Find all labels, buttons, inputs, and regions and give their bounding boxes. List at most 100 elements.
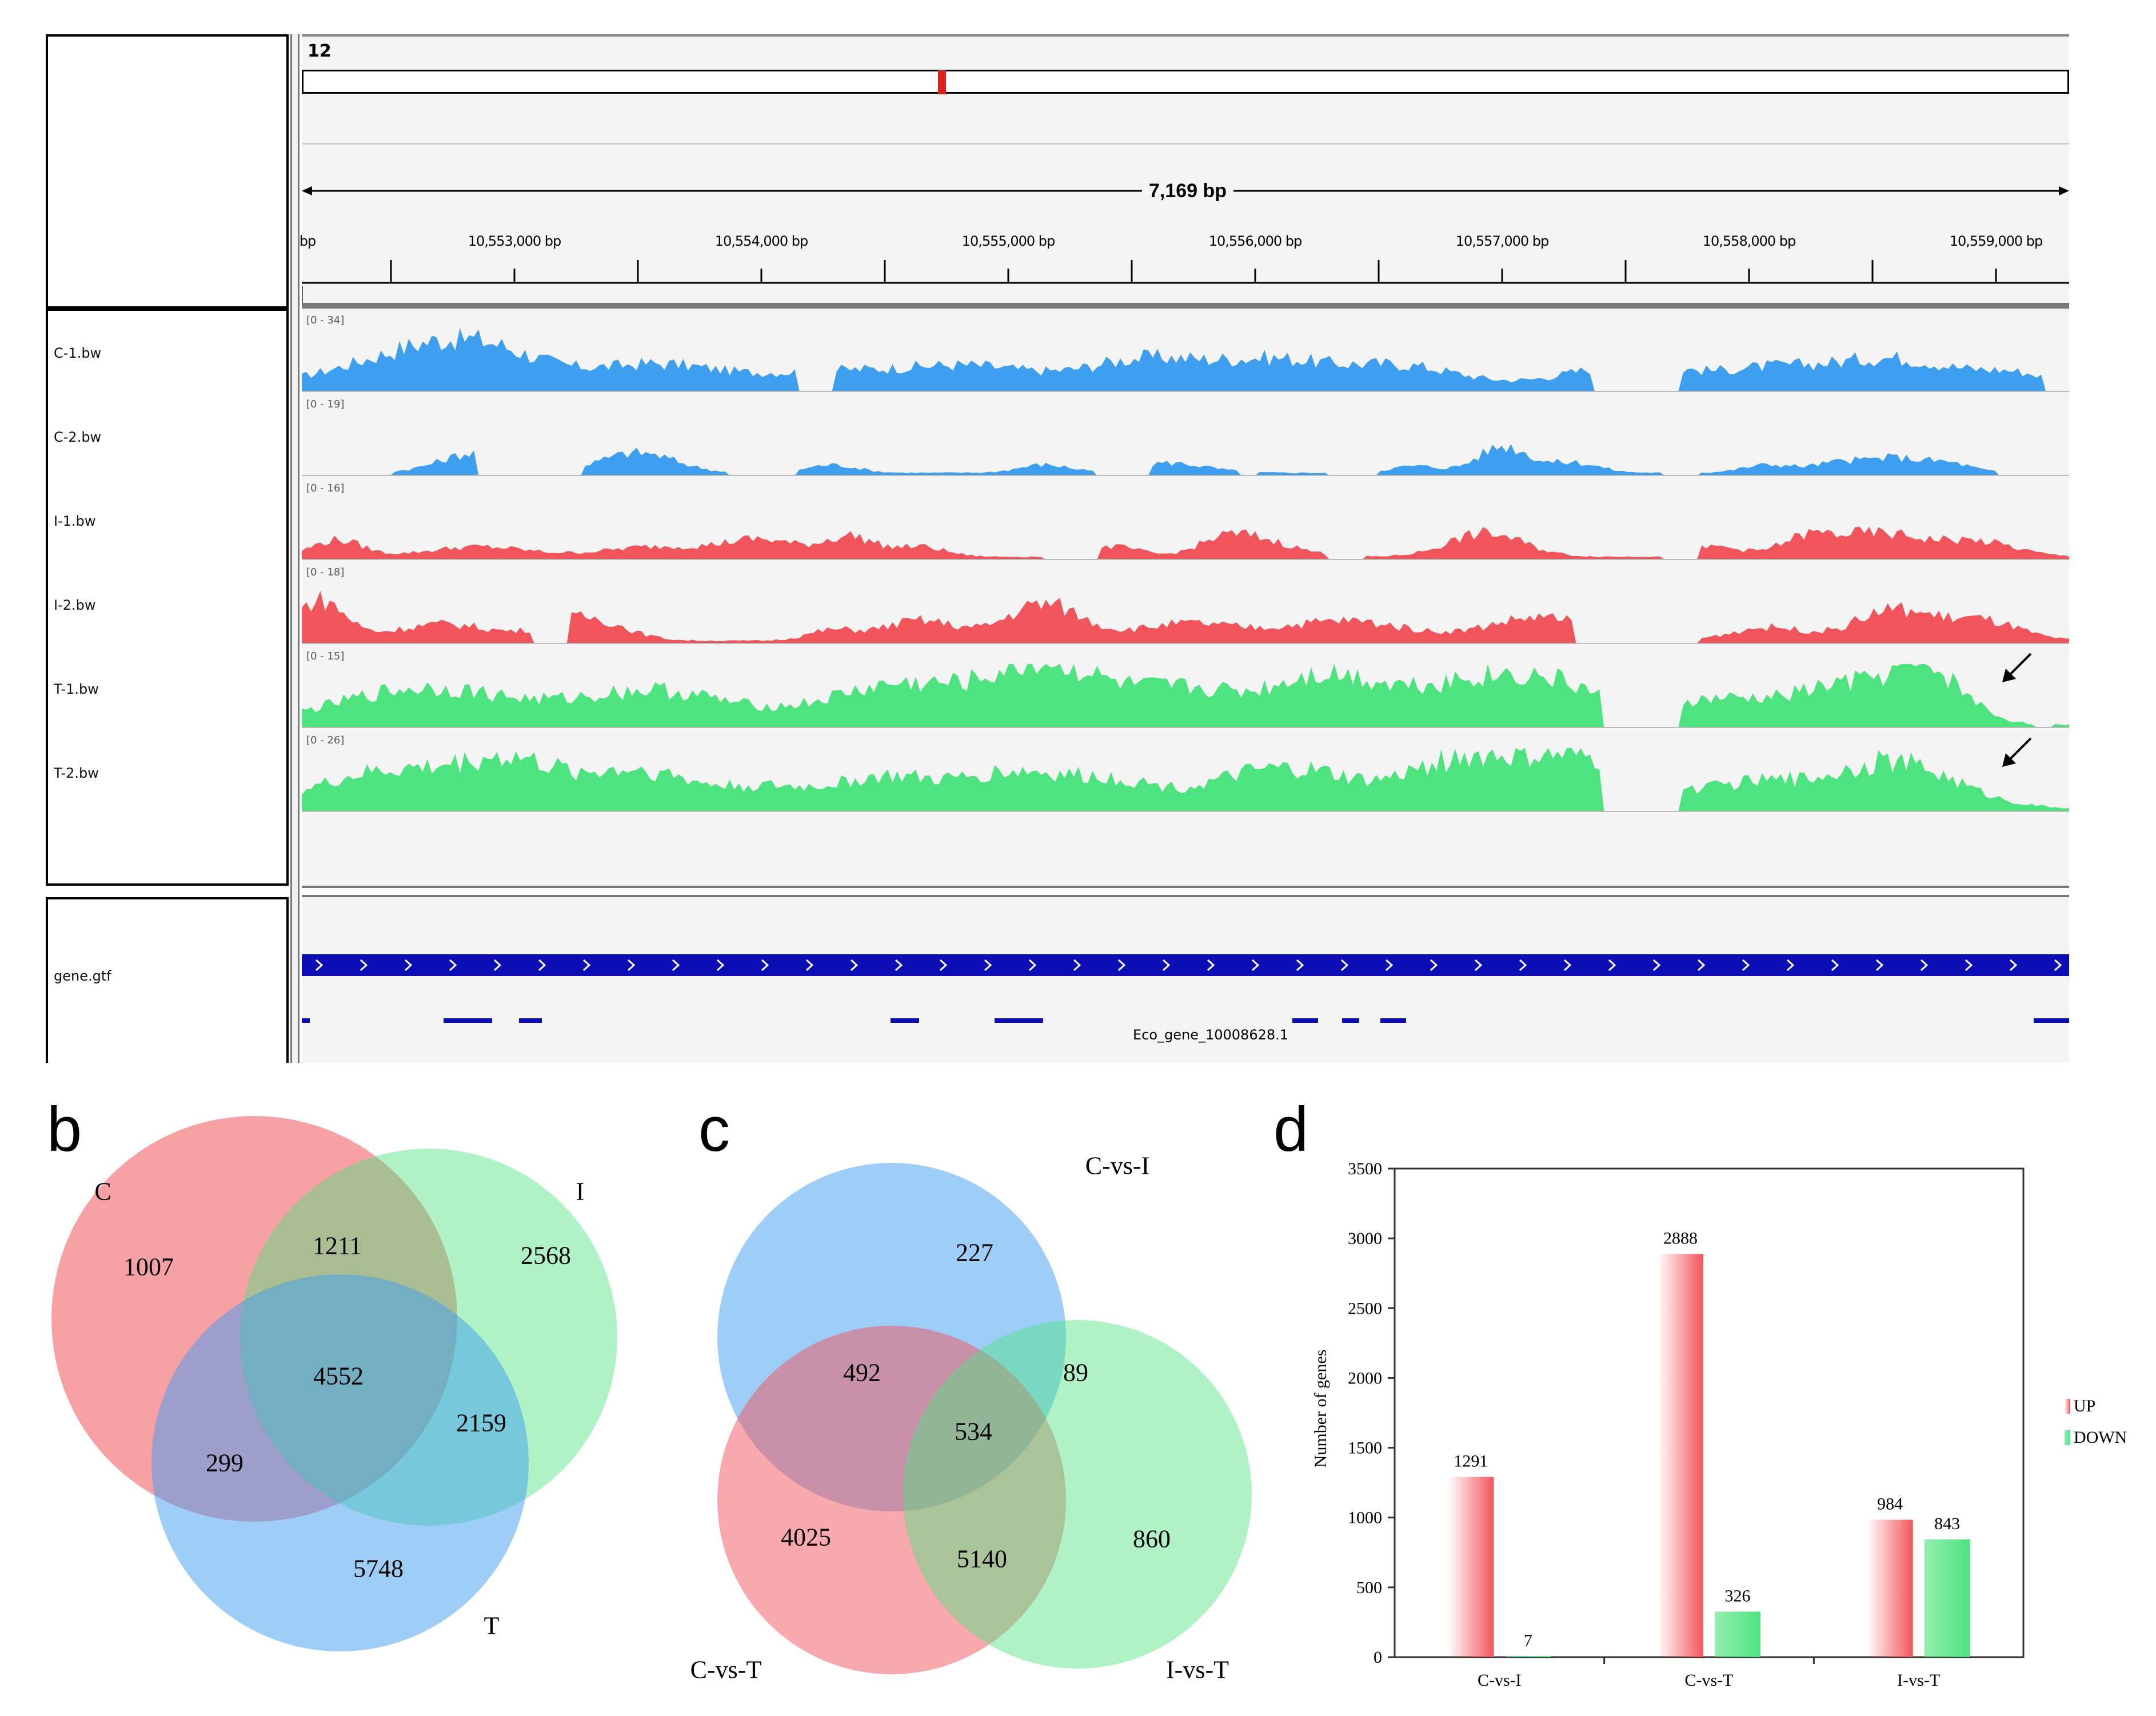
venn-c-cvi-cvt: 492 [843, 1358, 881, 1387]
venn-b-i-t: 2159 [456, 1409, 506, 1437]
coverage-profile [302, 526, 2069, 559]
span-arrow-right-icon [2059, 186, 2069, 195]
strand-chevron-icon [1207, 959, 1215, 971]
strand-chevron-icon [1608, 959, 1616, 971]
gene-name-panel: gene.gtf [46, 897, 289, 1063]
bar-value-label: 7 [1524, 1631, 1532, 1650]
venn-c-cvt-only: 4025 [781, 1523, 831, 1551]
venn-b-circle-c [51, 1116, 457, 1522]
span-arrow-left-icon [302, 186, 312, 195]
ideogram-marker [938, 70, 946, 94]
bar-down-i-vs-t [1924, 1539, 1970, 1657]
bar-chart: 0 500 1000 1500 2000 2500 3000 3500 C-vs-I C-vs-T… [1311, 1159, 2127, 1690]
ruler-label-7: 10,559,000 bp [1949, 233, 2043, 249]
coverage-profile [302, 747, 2069, 811]
strand-chevron-icon [493, 959, 502, 971]
coverage-profile [302, 444, 2069, 475]
exon-block[interactable] [444, 1018, 492, 1023]
strand-chevron-icon [2009, 959, 2018, 971]
strand-chevron-icon [1786, 959, 1795, 971]
x-tick-label: C-vs-I [1478, 1671, 1522, 1690]
strand-chevron-icon [1474, 959, 1483, 971]
exon-block[interactable] [1380, 1018, 1406, 1023]
venn-c-ivt-only: 860 [1133, 1525, 1171, 1553]
ruler-label-0: bp [299, 233, 316, 249]
gene-track[interactable] [302, 909, 2069, 1023]
track-name-panel: C-1.bw C-2.bw I-1.bw I-2.bw T-1.bw T-2.b… [46, 309, 289, 886]
panel-divider[interactable] [290, 34, 300, 1063]
bar-axes: 0 500 1000 1500 2000 2500 3000 3500 C-vs-I C-vs-T… [1348, 1159, 2025, 1690]
strand-chevron-icon [1697, 959, 1706, 971]
exon-block[interactable] [1342, 1018, 1359, 1023]
venn-c-cvi-ivt: 89 [1063, 1358, 1088, 1387]
venn-c-cvt-ivt: 5140 [957, 1545, 1007, 1573]
track-name-gene[interactable]: gene.gtf [54, 968, 111, 984]
strand-chevron-icon [1742, 959, 1750, 971]
track-name-t1[interactable]: T-1.bw [54, 681, 99, 697]
coverage-svg[interactable] [302, 310, 2069, 881]
exon-block[interactable] [2034, 1018, 2069, 1023]
ruler-label-6: 10,558,000 bp [1702, 233, 1796, 249]
strand-chevron-icon [1920, 959, 1929, 971]
ruler-top-line [302, 143, 2069, 145]
venn-c-label-cvi: C-vs-I [1085, 1151, 1150, 1180]
coverage-profile [302, 591, 2069, 643]
arrow-icon [2002, 737, 2032, 767]
venn-c-cvi-only: 227 [956, 1238, 993, 1267]
x-tick-label: I-vs-T [1897, 1671, 1940, 1690]
venn-c-label-cvt: C-vs-T [690, 1655, 762, 1684]
gene-label[interactable]: Eco_gene_10008628.1 [1132, 1027, 1289, 1043]
y-tick-label: 0 [1374, 1648, 1382, 1667]
legend-swatch-down [2065, 1430, 2070, 1445]
strand-chevron-icon [538, 959, 546, 971]
strand-chevron-icon [984, 959, 992, 971]
track-name-t2[interactable]: T-2.bw [54, 765, 99, 781]
gene-collapsed-bar [302, 954, 2069, 976]
strand-chevron-icon [939, 959, 948, 971]
venn-b-i-only: 2568 [521, 1241, 571, 1270]
panel-label-d: d [1273, 1094, 1309, 1165]
ruler-label-5: 10,557,000 bp [1455, 233, 1550, 249]
chromosome-ideogram[interactable] [302, 70, 2069, 94]
venn-c-all: 534 [955, 1417, 992, 1446]
strand-chevron-icon [1831, 959, 1839, 971]
exon-block[interactable] [1292, 1018, 1318, 1023]
strand-chevron-icon [1875, 959, 1884, 971]
venn-b-c-t: 299 [206, 1449, 243, 1477]
exon-block[interactable] [519, 1018, 542, 1023]
strand-chevron-icon [850, 959, 859, 971]
track-name-i1[interactable]: I-1.bw [54, 513, 96, 529]
span-label: 7,169 bp [1142, 180, 1234, 202]
header-separator [302, 303, 2069, 309]
track-range-c2: [0 - 19] [306, 398, 345, 410]
strand-chevron-icon [1162, 959, 1171, 971]
y-tick-label: 1500 [1348, 1439, 1382, 1458]
strand-chevron-icon [449, 959, 457, 971]
y-tick-label: 3000 [1348, 1229, 1382, 1248]
igv-browser: C-1.bw C-2.bw I-1.bw I-2.bw T-1.bw T-2.b… [46, 34, 2069, 1063]
track-name-i2[interactable]: I-2.bw [54, 597, 96, 613]
strand-chevron-icon [315, 959, 324, 971]
strand-chevron-icon [1385, 959, 1394, 971]
strand-chevron-icon [2054, 959, 2062, 971]
venn-b-label-i: I [576, 1177, 585, 1206]
track-name-c2[interactable]: C-2.bw [54, 429, 102, 445]
ruler-ticks [390, 260, 1997, 283]
venn-c-circle-cvt [717, 1326, 1066, 1674]
track-range-t2: [0 - 26] [306, 734, 345, 746]
venn-b-t-only: 5748 [353, 1554, 404, 1583]
exon-block[interactable] [302, 1018, 310, 1023]
strand-chevron-icon [1340, 959, 1349, 971]
legend-label-up: UP [2074, 1397, 2095, 1415]
exon-block[interactable] [891, 1018, 919, 1023]
venn-b-circle-i [240, 1149, 617, 1526]
bar-up-c-vs-t [1658, 1254, 1703, 1657]
strand-chevron-icon [1073, 959, 1081, 971]
track-name-c1[interactable]: C-1.bw [54, 345, 102, 361]
strand-chevron-icon [360, 959, 368, 971]
exon-block[interactable] [995, 1018, 1043, 1023]
venn-c-circle-cvi [717, 1163, 1066, 1511]
legend: UP DOWN [2065, 1397, 2127, 1447]
strand-chevron-icon [1652, 959, 1661, 971]
x-tick-label: C-vs-T [1685, 1671, 1734, 1690]
